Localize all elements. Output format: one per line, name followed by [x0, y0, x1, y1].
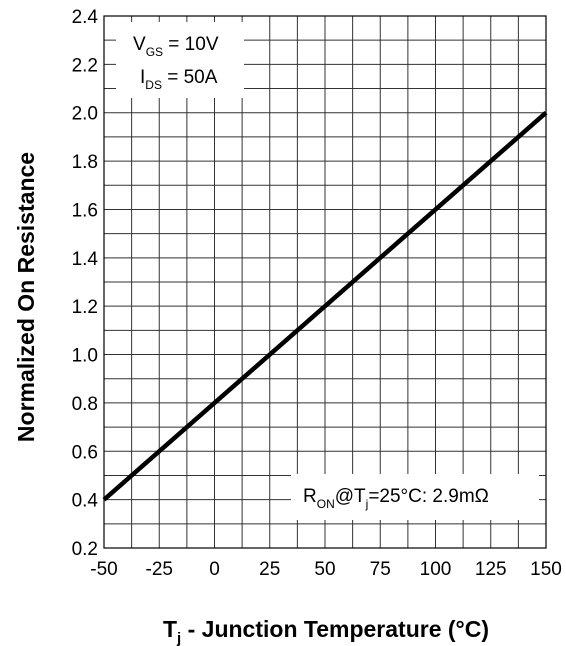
y-axis-title: Normalized On Resistance — [13, 152, 39, 442]
y-tick-label: 0.6 — [72, 442, 98, 463]
x-tick-label: -25 — [146, 559, 173, 580]
vgs-label: VGS = 10V — [133, 34, 219, 59]
x-tick-label: 75 — [370, 559, 391, 580]
series-layer — [102, 111, 548, 502]
y-tick-label: 1.8 — [72, 152, 98, 173]
x-tick-label: 125 — [475, 559, 507, 580]
x-tick-label: 100 — [420, 559, 452, 580]
x-tick-label: 25 — [259, 559, 280, 580]
y-tick-label: 2.2 — [72, 55, 98, 76]
y-tick-label: 0.2 — [72, 539, 98, 560]
y-tick-label: 1.4 — [72, 249, 99, 270]
plot-frame — [103, 15, 547, 549]
x-axis-title: Tj - Junction Temperature (°C) — [163, 616, 489, 646]
y-tick-label: 1.0 — [72, 346, 98, 367]
ids-label: IDS = 50A — [140, 67, 218, 92]
x-tick-label: -50 — [90, 559, 117, 580]
y-tick-label: 2.0 — [72, 104, 98, 125]
grid-lines — [103, 15, 547, 549]
y-tick-label: 2.4 — [72, 7, 99, 28]
conditions-annotation: VGS = 10V IDS = 50A — [116, 22, 244, 98]
ron-annotation: RON@Tj=25°C: 2.9mΩ — [291, 474, 539, 520]
series-line-0 — [102, 111, 548, 502]
x-tick-label: 0 — [209, 559, 220, 580]
x-tick-label: 150 — [530, 559, 562, 580]
y-tick-label: 1.6 — [72, 200, 98, 221]
x-tick-label: 50 — [314, 559, 335, 580]
x-tick-labels: -50 -25 0 25 50 75 100 125 150 — [90, 559, 562, 580]
y-tick-label: 0.4 — [72, 491, 99, 512]
ron-label: RON@Tj=25°C: 2.9mΩ — [303, 486, 489, 511]
y-tick-labels: 0.2 0.4 0.6 0.8 1.0 1.2 1.4 1.6 1.8 2.0 2.2 2.4 — [72, 7, 99, 560]
y-tick-label: 1.2 — [72, 297, 98, 318]
y-tick-label: 0.8 — [72, 394, 98, 415]
